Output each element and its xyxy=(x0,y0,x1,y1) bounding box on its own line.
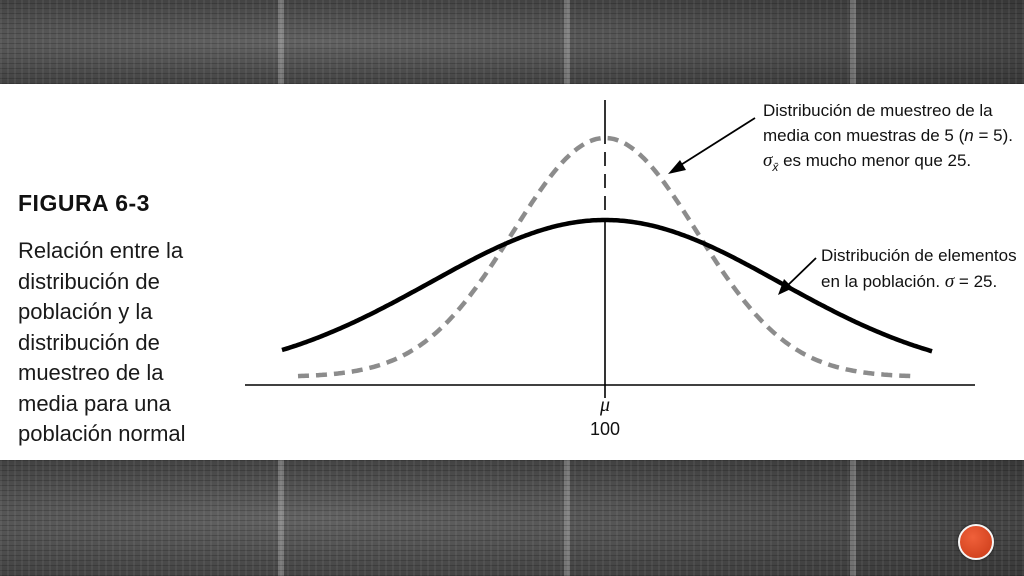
mean-value-label: 100 xyxy=(590,419,620,439)
sampling-annotation-line1: Distribución de muestreo de la xyxy=(763,101,993,120)
sampling-annotation: Distribución de muestreo de la media con… xyxy=(763,101,1013,174)
population-annotation: Distribución de elementos en la població… xyxy=(821,246,1017,292)
background-band-bottom xyxy=(0,460,1024,576)
population-annotation-line1: Distribución de elementos xyxy=(821,246,1017,265)
content-panel xyxy=(0,84,1024,460)
next-slide-button[interactable] xyxy=(958,524,994,560)
sampling-annotation-line3: σx̄ es mucho menor que 25. xyxy=(763,150,971,174)
sampling-annotation-line2: media con muestras de 5 (n = 5). xyxy=(763,126,1013,145)
figure-title: FIGURA 6-3 xyxy=(18,190,150,216)
population-distribution-curve xyxy=(281,217,933,354)
sampling-distribution-curve xyxy=(297,135,916,379)
sampling-arrow xyxy=(668,117,756,174)
background-band-top xyxy=(0,0,1024,84)
figure-caption: Relación entre la distribución de poblac… xyxy=(18,238,186,446)
mean-symbol-label: μ xyxy=(599,394,610,416)
population-arrow xyxy=(778,257,817,295)
population-annotation-line2: en la población. σ = 25. xyxy=(821,271,997,292)
